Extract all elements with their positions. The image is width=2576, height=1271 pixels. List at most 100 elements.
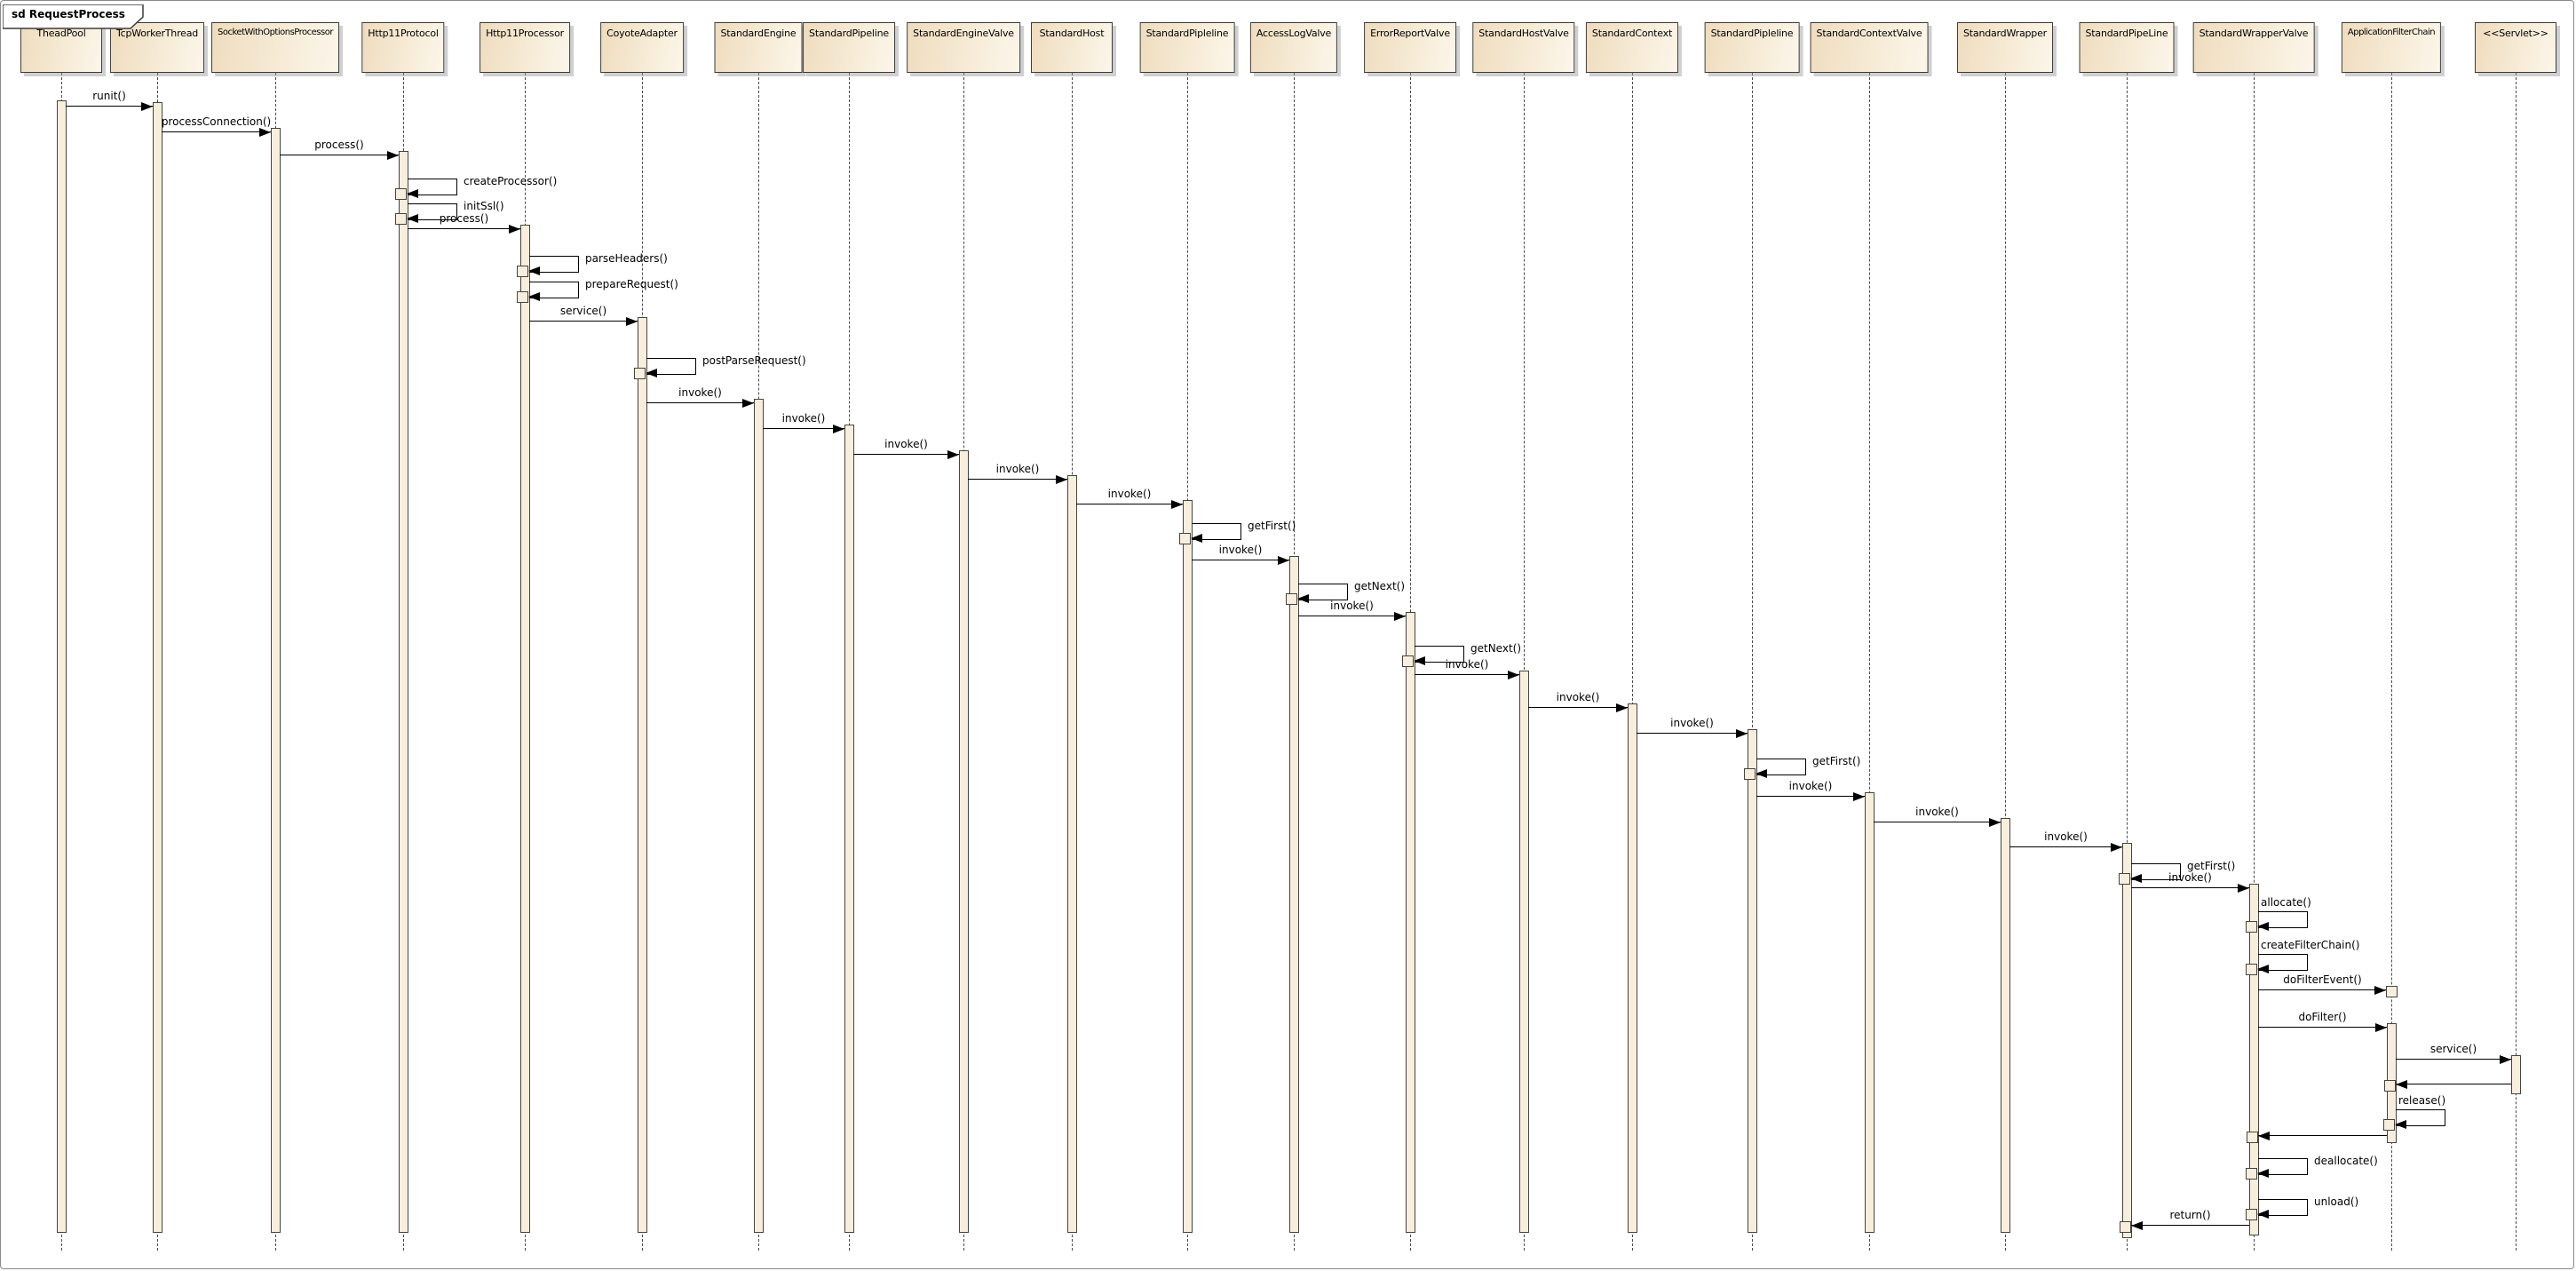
message-line — [968, 479, 1067, 480]
self-call-loop — [646, 358, 696, 375]
message-line — [646, 402, 754, 403]
participant-name: StandardWrapperValve — [2199, 28, 2309, 39]
participant-name: StandardPipeLine — [2085, 28, 2168, 39]
participant-name: SocketWithOptionsProcessor — [218, 28, 333, 37]
arrowhead-left-icon — [1191, 534, 1202, 543]
participant-box-19: StandardWrapperValve — [2192, 22, 2315, 73]
arrowhead-right-icon — [2238, 884, 2249, 893]
message-line — [2258, 1135, 2387, 1136]
nested-activation-box — [1744, 768, 1756, 780]
arrowhead-right-icon — [2374, 986, 2386, 995]
arrowhead-right-icon — [1736, 729, 1748, 738]
message-label: initSsl() — [464, 200, 504, 212]
participant-name: StandardWrapper — [1963, 28, 2047, 39]
arrowhead-left-icon — [2257, 965, 2269, 973]
message-line — [162, 131, 271, 132]
message-label: release() — [2398, 1094, 2446, 1107]
nested-activation-box — [517, 291, 528, 303]
message-label: invoke() — [1107, 488, 1152, 500]
message-label: doFilter() — [2298, 1011, 2347, 1023]
arrowhead-right-icon — [1853, 792, 1865, 801]
message-label: invoke() — [678, 386, 722, 399]
arrowhead-left-icon — [2257, 1210, 2269, 1219]
message-label: invoke() — [1915, 806, 1959, 818]
participant-box-4: Http11Processor — [480, 22, 570, 73]
arrowhead-right-icon — [947, 450, 959, 459]
message-label: unload() — [2314, 1196, 2359, 1208]
participant-name: CoyoteAdapter — [606, 28, 678, 39]
message-label: createFilterChain() — [2261, 939, 2360, 951]
participant-box-0: TheadPool — [20, 22, 102, 73]
nested-activation-box — [2246, 921, 2257, 933]
nested-activation-box — [2120, 1221, 2131, 1233]
arrowhead-right-icon — [1989, 818, 2001, 827]
message-label: allocate() — [2261, 896, 2311, 909]
self-call-loop — [1298, 584, 1348, 600]
participant-box-5: CoyoteAdapter — [600, 22, 684, 73]
message-line — [2258, 989, 2386, 990]
nested-activation-box — [2246, 1168, 2257, 1180]
participant-box-8: StandardEngineValve — [907, 22, 1020, 73]
self-call-loop — [408, 179, 457, 195]
participant-box-1: TcpWorkerThread — [109, 22, 205, 73]
message-label: getFirst() — [1812, 755, 1861, 767]
arrowhead-left-icon — [2396, 1080, 2407, 1089]
lifeline-21 — [2516, 73, 2517, 1251]
arrowhead-left-icon — [528, 266, 540, 275]
arrowhead-left-icon — [1297, 594, 1309, 603]
participant-name: Http11Processor — [486, 28, 564, 39]
arrowhead-right-icon — [387, 151, 399, 160]
activation-bar-0 — [57, 100, 67, 1233]
message-line — [2009, 846, 2122, 847]
activation-bar-11 — [1289, 556, 1299, 1233]
lifeline-13 — [1524, 73, 1525, 1251]
message-label: service() — [559, 305, 607, 317]
arrowhead-right-icon — [2111, 843, 2122, 852]
message-line — [1415, 674, 1519, 675]
arrowhead-right-icon — [259, 128, 271, 137]
activation-bar-14 — [1628, 703, 1637, 1233]
participant-box-2: SocketWithOptionsProcessor — [211, 22, 339, 73]
message-label: invoke() — [2044, 830, 2088, 843]
message-label: parseHeaders() — [585, 252, 668, 265]
arrowhead-right-icon — [1278, 556, 1289, 565]
message-label: invoke() — [1445, 658, 1489, 671]
participant-box-6: StandardEngine — [714, 22, 803, 73]
arrowhead-left-icon — [407, 189, 418, 198]
activation-bar-19 — [2249, 884, 2259, 1235]
frame-title: sd RequestProcess — [12, 8, 125, 20]
participant-name: ApplicationFilterChain — [2347, 28, 2436, 37]
arrowhead-right-icon — [742, 399, 754, 408]
activation-bar-5 — [638, 317, 647, 1233]
message-line — [408, 228, 520, 229]
message-line — [2396, 1059, 2511, 1060]
activation-bar-6 — [754, 399, 764, 1233]
message-label: invoke() — [995, 463, 1040, 475]
nested-activation-box — [517, 266, 528, 277]
self-call-loop — [1756, 759, 1806, 775]
message-line — [1756, 796, 1865, 797]
message-label: return() — [2169, 1209, 2211, 1221]
arrowhead-right-icon — [1616, 703, 1628, 712]
message-label: process() — [314, 139, 364, 151]
nested-activation-box — [1402, 655, 1414, 667]
participant-name: StandardContextValve — [1816, 28, 1922, 39]
message-line — [1637, 733, 1748, 734]
message-label: invoke() — [1670, 717, 1714, 729]
message-label: doFilterEvent() — [2283, 973, 2362, 986]
arrowhead-right-icon — [2500, 1055, 2511, 1064]
arrowhead-left-icon — [407, 214, 418, 223]
arrowhead-right-icon — [626, 317, 638, 326]
self-call-loop — [2258, 911, 2308, 928]
nested-activation-box — [2119, 873, 2130, 885]
activation-bar-4 — [520, 225, 530, 1233]
message-label: process() — [439, 212, 489, 225]
arrowhead-left-icon — [2258, 1132, 2270, 1140]
participant-box-16: StandardContextValve — [1810, 22, 1929, 73]
participant-box-21: <<Servlet>> — [2475, 22, 2556, 73]
message-label: invoke() — [1556, 691, 1600, 703]
arrowhead-right-icon — [1394, 612, 1406, 621]
arrowhead-right-icon — [1508, 671, 1519, 679]
self-call-loop — [1415, 646, 1464, 663]
activation-bar-3 — [399, 151, 408, 1233]
